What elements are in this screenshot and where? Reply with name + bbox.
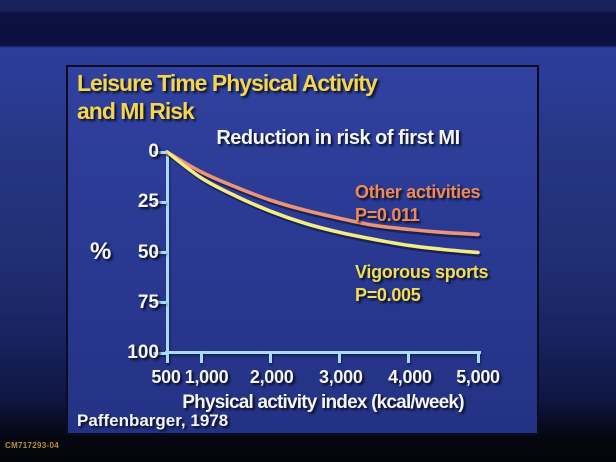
chart-title: Reduction in risk of first MI — [216, 127, 460, 149]
x-axis-tick — [165, 353, 169, 363]
citation: Paffenbarger, 1978 — [77, 411, 229, 430]
slide-title-line2: and MI Risk — [77, 98, 195, 124]
slide-title-line1: Leisure Time Physical Activity — [77, 70, 378, 96]
legend-other-activities-pvalue: P=0.011 — [355, 205, 420, 225]
x-axis-tick — [338, 353, 342, 363]
x-axis-tick-label: 3,000 — [318, 367, 363, 387]
slide-code: CM717293-04 — [5, 441, 59, 450]
x-axis-title: Physical activity index (kcal/week) — [182, 392, 464, 413]
slide-title: Leisure Time Physical Activity and MI Ri… — [77, 69, 378, 125]
y-axis-tick — [153, 301, 166, 305]
y-axis-tick-label: 100 — [127, 342, 159, 363]
chart-panel: Leisure Time Physical Activity and MI Ri… — [68, 67, 537, 433]
x-axis-tick-label: 2,000 — [249, 367, 294, 387]
y-axis-label: % — [90, 238, 112, 265]
y-axis-tick — [153, 200, 166, 204]
y-axis-tick-label: 75 — [137, 291, 159, 313]
y-axis-tick-label: 50 — [137, 241, 159, 263]
y-axis-tick — [153, 351, 166, 355]
x-axis-tick — [407, 353, 411, 363]
legend-other-activities: Other activities P=0.011 — [355, 181, 481, 227]
y-axis-tick-label: 0 — [148, 141, 159, 162]
x-axis-tick-label: 4,000 — [388, 367, 432, 387]
x-axis-line — [165, 351, 481, 354]
legend-vigorous-sports-pvalue: P=0.005 — [355, 285, 421, 305]
x-axis-tick — [269, 353, 273, 363]
y-axis-tick — [153, 150, 166, 154]
legend-vigorous-sports-name: Vigorous sports — [355, 262, 489, 282]
y-axis-tick — [153, 251, 166, 254]
x-axis-tick-label: 5,000 — [456, 367, 500, 387]
y-axis-tick-label: 25 — [137, 191, 159, 213]
legend-vigorous-sports: Vigorous sports P=0.005 — [355, 261, 489, 307]
x-axis-tick — [476, 353, 480, 363]
y-axis-line — [165, 151, 169, 363]
x-axis-tick — [200, 353, 204, 363]
x-axis-tick-label: 500 — [151, 367, 181, 387]
x-axis-tick-label: 1,000 — [184, 367, 229, 387]
legend-other-activities-name: Other activities — [355, 182, 481, 202]
